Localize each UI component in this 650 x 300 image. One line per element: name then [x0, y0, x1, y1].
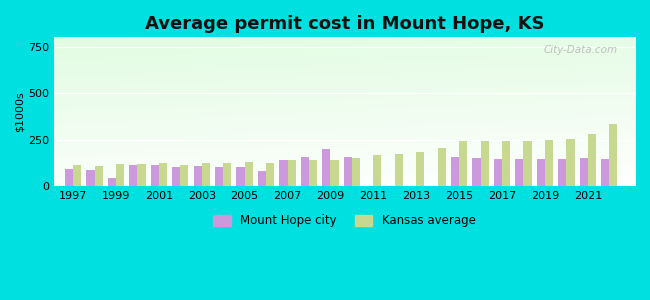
Bar [215, 167, 223, 186]
Bar [108, 178, 116, 186]
Bar [280, 160, 287, 186]
Bar [94, 166, 103, 186]
Bar [537, 159, 545, 186]
Bar [172, 167, 180, 186]
Bar [502, 140, 510, 186]
Bar [116, 164, 124, 186]
Bar [322, 149, 330, 186]
Bar [202, 163, 210, 186]
Bar [451, 157, 459, 186]
Bar [459, 140, 467, 186]
Bar [194, 166, 202, 186]
Bar [352, 158, 360, 186]
Bar [301, 157, 309, 186]
Bar [287, 160, 296, 186]
Bar [494, 159, 502, 186]
Bar [437, 148, 446, 186]
Bar [344, 157, 352, 186]
Bar [473, 158, 480, 186]
Bar [180, 165, 188, 186]
Bar [309, 160, 317, 186]
Y-axis label: $1000s: $1000s [15, 91, 25, 132]
Bar [601, 159, 609, 186]
Legend: Mount Hope city, Kansas average: Mount Hope city, Kansas average [209, 210, 480, 232]
Bar [237, 167, 244, 186]
Title: Average permit cost in Mount Hope, KS: Average permit cost in Mount Hope, KS [145, 15, 544, 33]
Bar [86, 170, 94, 186]
Bar [580, 158, 588, 186]
Bar [244, 162, 253, 186]
Bar [523, 141, 532, 186]
Bar [159, 163, 167, 186]
Bar [65, 169, 73, 186]
Text: City-Data.com: City-Data.com [543, 45, 618, 55]
Bar [416, 152, 424, 186]
Bar [258, 171, 266, 186]
Bar [266, 163, 274, 186]
Bar [223, 163, 231, 186]
Bar [395, 154, 403, 186]
Bar [609, 124, 618, 186]
Bar [151, 165, 159, 186]
Bar [480, 140, 489, 186]
Bar [73, 165, 81, 186]
Bar [137, 164, 146, 186]
Bar [330, 160, 339, 186]
Bar [515, 159, 523, 186]
Bar [558, 159, 566, 186]
Bar [129, 165, 137, 186]
Bar [566, 139, 575, 186]
Bar [373, 155, 382, 186]
Bar [588, 134, 596, 186]
Bar [545, 140, 553, 186]
